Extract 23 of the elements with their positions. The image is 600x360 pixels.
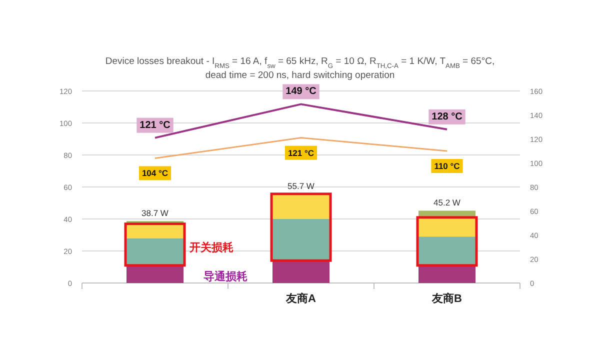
total-label: 55.7 W — [288, 180, 314, 191]
bar — [272, 260, 330, 283]
x-tick-label: 友商A — [285, 292, 316, 305]
bar — [126, 265, 184, 283]
data-label: 149 °C — [286, 86, 316, 98]
annotation: 导通损耗 — [204, 270, 248, 283]
bar — [272, 219, 330, 261]
bar — [418, 217, 476, 237]
bar — [418, 236, 476, 266]
data-label: 128 °C — [432, 111, 462, 122]
data-label: 104 °C — [142, 168, 168, 178]
data-label: 121 °C — [140, 120, 170, 131]
total-label: 38.7 W — [142, 208, 168, 218]
annotation: 开关损耗 — [188, 241, 234, 254]
bar — [272, 194, 330, 219]
chart-subtitle: dead time = 200 ns, hard switching operation — [205, 70, 395, 81]
total-label: 45.2 W — [434, 198, 460, 208]
data-label: 121 °C — [288, 148, 314, 158]
x-tick-label: 友商B — [431, 292, 462, 305]
data-label: 110 °C — [434, 161, 460, 171]
bar — [418, 265, 476, 283]
chart-title: Device losses breakout - I$_{RMS}$ = 16 A, f$_{sw}$ = 65 kHz, R$_{G}$ = 10 Ω, R$_{TH,C-A}$ = 1 K/W, T$_{AMB}$ = 65°C, — [105, 56, 495, 70]
bar — [126, 238, 184, 266]
